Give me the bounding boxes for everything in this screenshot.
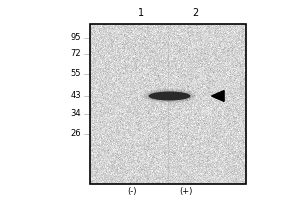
Text: 72: 72 — [70, 49, 81, 58]
Text: 34: 34 — [70, 110, 81, 118]
Text: 55: 55 — [70, 70, 81, 78]
Text: 43: 43 — [70, 92, 81, 100]
Text: (-): (-) — [127, 187, 137, 196]
Text: 26: 26 — [70, 130, 81, 138]
Text: (+): (+) — [179, 187, 193, 196]
Text: 2: 2 — [192, 8, 198, 18]
Text: 1: 1 — [138, 8, 144, 18]
Ellipse shape — [144, 89, 195, 103]
Text: 95: 95 — [70, 33, 81, 43]
Polygon shape — [212, 91, 224, 101]
Ellipse shape — [142, 88, 197, 104]
Ellipse shape — [148, 92, 190, 100]
Ellipse shape — [146, 90, 193, 102]
